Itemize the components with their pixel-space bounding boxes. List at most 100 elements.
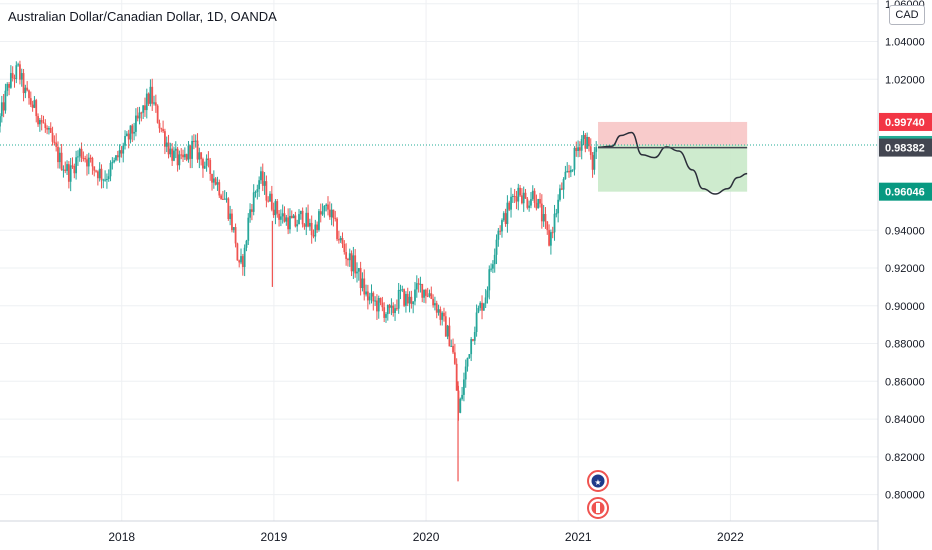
candle-body (376, 300, 378, 312)
candle-body (318, 211, 320, 230)
svg-text:★: ★ (594, 478, 601, 487)
candle-body (236, 243, 239, 261)
candle-body (444, 316, 447, 337)
candle-body (441, 312, 444, 320)
candle-body (15, 65, 18, 80)
candle-body (424, 289, 427, 296)
candle-body (165, 142, 168, 147)
candle-body (363, 278, 366, 295)
candle-body (78, 148, 81, 157)
candle-body (426, 295, 429, 297)
candle-body (308, 222, 311, 227)
x-tick-label: 2019 (261, 530, 288, 544)
candle-body (154, 102, 157, 106)
candle-body (511, 196, 514, 198)
candle-body (169, 148, 172, 155)
candle-body (164, 131, 166, 147)
candle-body (279, 216, 282, 220)
candle-body (142, 105, 145, 113)
candle-body (473, 332, 476, 341)
candle-body (577, 147, 579, 152)
y-tick-label: 0.84000 (885, 414, 925, 426)
candle-body (162, 129, 164, 132)
canada-flag-icon[interactable] (587, 497, 610, 519)
price-tag-bg (879, 112, 932, 131)
candle-body (569, 170, 572, 173)
candle-body (256, 189, 259, 192)
candle-body (361, 278, 364, 289)
candle-body (263, 181, 266, 186)
candle-body (412, 301, 415, 305)
candle-body (372, 292, 375, 302)
candle-body (250, 209, 253, 212)
candle-body (403, 289, 406, 306)
candle-body (191, 140, 193, 159)
candle-body (530, 199, 532, 206)
price-tag-label: 0.98382 (885, 143, 925, 155)
candle-body (182, 154, 184, 158)
candle-body (439, 309, 442, 320)
candle-body (178, 154, 181, 166)
candle-body (366, 291, 369, 301)
candle-body (397, 289, 400, 309)
candle-body (390, 305, 393, 308)
candle-body (174, 148, 177, 151)
price-tag-bg (879, 138, 932, 157)
candle-body (528, 205, 531, 208)
candle-body (299, 210, 302, 215)
price-lines (0, 144, 878, 149)
candle-body (568, 170, 570, 173)
candle-body (221, 198, 224, 200)
candle-body (327, 204, 329, 210)
candle-body (22, 73, 25, 94)
currency-badge[interactable]: CAD (889, 5, 925, 25)
candle-body (240, 256, 242, 263)
price-tag: 0.96046 (879, 182, 932, 201)
candle-body (551, 232, 554, 234)
candle-body (370, 292, 373, 297)
candle-body (89, 157, 92, 159)
candle-body (575, 147, 578, 152)
candle-body (205, 158, 208, 166)
candle-body (202, 159, 204, 169)
candle-body (437, 309, 440, 313)
x-tick-label: 2021 (565, 530, 592, 544)
candle-body (60, 152, 63, 171)
candle-body (223, 198, 226, 200)
candle-body (386, 304, 389, 315)
candle-body (64, 169, 67, 171)
candle-body (428, 293, 431, 297)
candle-body (58, 152, 61, 163)
candle-body (452, 345, 454, 353)
candle-body (548, 230, 550, 246)
candle-body (544, 214, 547, 222)
candle-body (292, 215, 295, 219)
candle-body (111, 162, 114, 164)
candle-body (49, 128, 52, 133)
price-tag: 0.99740 (879, 112, 932, 131)
candle-body (127, 133, 130, 140)
candle-body (555, 213, 558, 215)
candle-body (218, 182, 221, 196)
candle-body (450, 345, 453, 347)
candle-body (229, 213, 232, 220)
candle-body (71, 165, 74, 167)
candle-body (319, 211, 322, 215)
candle-body (337, 239, 340, 241)
candle-body (35, 100, 38, 117)
candle-body (185, 154, 188, 160)
candle-body (289, 215, 291, 230)
candle-body (488, 269, 491, 291)
australia-flag-icon[interactable]: ★ (587, 470, 610, 492)
candle-body (129, 125, 132, 140)
candle-body (492, 264, 494, 269)
candle-body (104, 179, 107, 181)
candle-body (394, 308, 396, 314)
candle-body (453, 352, 456, 364)
candle-body (493, 254, 496, 265)
candle-body (151, 86, 154, 104)
candle-body (463, 379, 465, 395)
projection-line (598, 131, 748, 195)
